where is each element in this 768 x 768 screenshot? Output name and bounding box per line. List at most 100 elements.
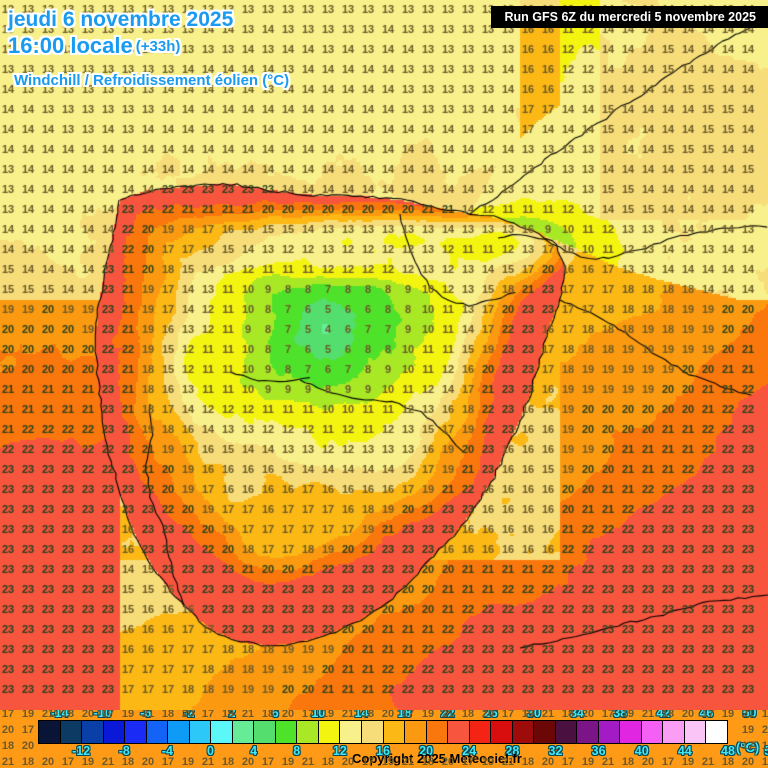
color-swatch [189,721,212,743]
legend-background-value: 17 [661,756,675,768]
color-swatch [340,721,362,743]
color-swatch [82,721,104,743]
legend-background-value: 17 [1,710,15,720]
legend-background-value: 19 [761,740,768,752]
legend-background-value: 18 [721,756,735,768]
legend-tick-above: 6 [271,710,279,720]
legend-background-value: 17 [701,710,715,720]
legend-background-value: 19 [121,710,135,720]
color-swatch [275,721,298,743]
legend-background-value: 21 [41,710,55,720]
legend-background-value: 19 [681,756,695,768]
legend-tick-above: 46 [699,710,714,720]
legend-background-value: 21 [761,724,768,736]
color-swatch [555,721,578,743]
legend-background-value: 19 [421,710,435,720]
legend-background-value: 17 [561,756,575,768]
legend-background-value: 21 [341,710,355,720]
color-swatch [426,721,449,743]
legend-background-value: 21 [1,756,15,768]
color-swatch [146,721,169,743]
color-swatch [641,721,664,743]
color-swatch [469,721,492,743]
legend-background-value: 20 [481,710,495,720]
color-swatch [39,721,61,743]
legend-tick-above: 42 [656,710,671,720]
legend-unit-label: (°C) [736,740,760,755]
legend-tick-below: -8 [118,744,130,758]
legend-tick-below: -4 [161,744,173,758]
legend-background-value: 17 [201,710,215,720]
legend-tick-below: 12 [332,744,347,758]
legend-background-value: 20 [441,756,455,768]
legend-background-value: 17 [261,756,275,768]
legend-background-value: 18 [321,756,335,768]
color-swatch [598,721,621,743]
color-swatch [405,721,427,743]
legend-tick-above: 34 [570,710,585,720]
color-swatch [383,721,406,743]
legend-tick-above: 30 [526,710,541,720]
color-scale-legend[interactable]: -14 -10 -6 -2 2 6 10 14 18 22 26 30 34 38 42 46 50 -12 -8-… [0,710,768,768]
legend-tick-above: 50 [742,710,757,720]
color-swatch [706,721,727,743]
color-swatch [663,721,685,743]
legend-background-value: 19 [81,756,95,768]
legend-background-value: 21 [701,756,715,768]
legend-tick-below: 40 [634,744,649,758]
legend-background-value: 17 [361,756,375,768]
legend-background-value: 19 [321,710,335,720]
legend-background-value: 21 [541,710,555,720]
legend-background-value: 20 [341,756,355,768]
color-swatch [448,721,470,743]
color-swatch [620,721,642,743]
legend-tick-below: 0 [207,744,214,758]
weather-map[interactable] [0,0,768,710]
legend-background-value: 21 [501,756,515,768]
map-parameter-title: Windchill / Refroidissement éolien (°C) [14,72,290,89]
legend-background-value: 20 [241,756,255,768]
legend-background-value: 21 [641,710,655,720]
legend-background-value: 20 [381,710,395,720]
legend-background-value: 21 [101,756,115,768]
map-time-offset: (+33h) [135,38,181,55]
legend-background-value: 18 [561,710,575,720]
legend-background-value: 19 [481,756,495,768]
legend-background-value: 18 [221,756,235,768]
legend-tick-above: 22 [440,710,455,720]
map-date-title: jeudi 6 novembre 2025 [8,8,234,31]
legend-tick-below: 28 [505,744,520,758]
legend-background-value: 21 [241,710,255,720]
legend-background-value: 18 [421,756,435,768]
color-swatch [512,721,535,743]
legend-background-value: 18 [621,756,635,768]
legend-background-value: 18 [461,710,475,720]
model-run-banner: Run GFS 6Z du mercredi 5 novembre 2025 [490,6,768,28]
legend-tick-above: 38 [613,710,628,720]
color-swatch [361,721,384,743]
color-swatch [232,721,255,743]
legend-background-value: 20 [681,710,695,720]
legend-background-value: 17 [741,740,755,752]
legend-tick-below: 52 [764,744,768,758]
legend-background-value: 18 [21,756,35,768]
map-time-title: 16:00 locale (+33h) [8,33,180,59]
legend-background-value: 21 [441,710,455,720]
legend-background-value: 21 [741,710,755,720]
legend-background-value: 18 [361,710,375,720]
legend-background-value: 20 [1,724,15,736]
legend-background-value: 18 [1,740,15,752]
legend-tick-above: -2 [183,710,195,720]
legend-background-value: 19 [381,756,395,768]
legend-background-value: 17 [21,724,35,736]
color-swatch [297,721,319,743]
legend-tick-below: 36 [591,744,606,758]
legend-background-value: 20 [181,710,195,720]
color-swatch [103,721,126,743]
color-swatch [168,721,190,743]
legend-background-value: 19 [581,756,595,768]
color-swatch [254,721,276,743]
legend-background-value: 21 [301,756,315,768]
color-swatch [211,721,233,743]
legend-tick-above: 10 [311,710,326,720]
